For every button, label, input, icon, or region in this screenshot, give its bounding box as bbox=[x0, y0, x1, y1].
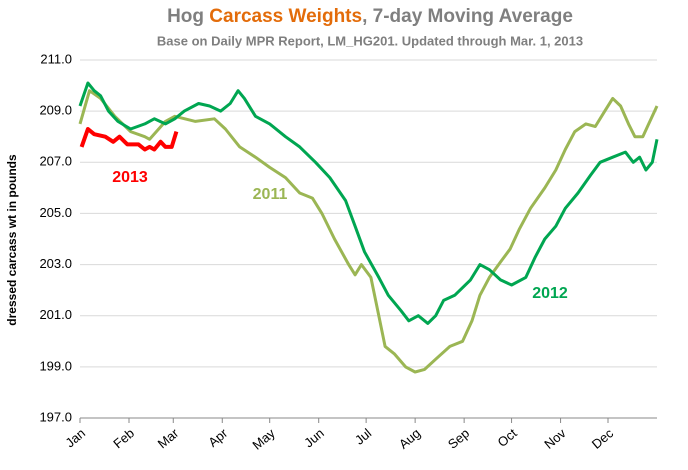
y-tick-label: 203.0 bbox=[39, 256, 72, 271]
series-line bbox=[79, 127, 179, 152]
x-tick-label: May bbox=[249, 425, 278, 453]
y-tick-label: 201.0 bbox=[39, 307, 72, 322]
series-line bbox=[78, 89, 659, 374]
x-tick-label: Dec bbox=[589, 425, 617, 452]
y-tick-label: 205.0 bbox=[39, 205, 72, 220]
x-tick-label: Nov bbox=[541, 425, 569, 452]
x-tick-label: Oct bbox=[495, 425, 520, 450]
series-label: 2011 bbox=[253, 186, 288, 203]
subtitle: Base on Daily MPR Report, LM_HG201. Upda… bbox=[157, 33, 583, 48]
x-tick-label: Apr bbox=[205, 425, 231, 450]
chart-title: Hog Carcass Weights, 7-day Moving Averag… bbox=[167, 6, 573, 27]
x-tick-label: Aug bbox=[396, 425, 423, 451]
y-tick-label: 207.0 bbox=[39, 154, 72, 169]
y-tick-label: 197.0 bbox=[39, 409, 72, 424]
x-tick-label: Mar bbox=[155, 425, 182, 451]
y-tick-label: 211.0 bbox=[40, 51, 72, 66]
y-tick-label: 209.0 bbox=[39, 103, 72, 118]
title-part: Hog bbox=[167, 6, 209, 27]
title-part: , 7-day Moving Average bbox=[362, 6, 573, 27]
x-tick-label: Jun bbox=[301, 425, 327, 450]
x-tick-label: Jan bbox=[62, 425, 88, 450]
x-tick-label: Sep bbox=[445, 425, 472, 451]
series-label: 2013 bbox=[112, 169, 148, 186]
series-line bbox=[78, 81, 659, 325]
series-label: 2012 bbox=[532, 285, 568, 302]
y-tick-label: 199.0 bbox=[39, 358, 72, 373]
y-axis-label: dressed carcass wt in pounds bbox=[5, 154, 19, 326]
x-tick-label: Feb bbox=[110, 425, 137, 451]
title-part: Carcass Weights bbox=[209, 6, 362, 27]
x-tick-label: Jul bbox=[352, 425, 374, 447]
